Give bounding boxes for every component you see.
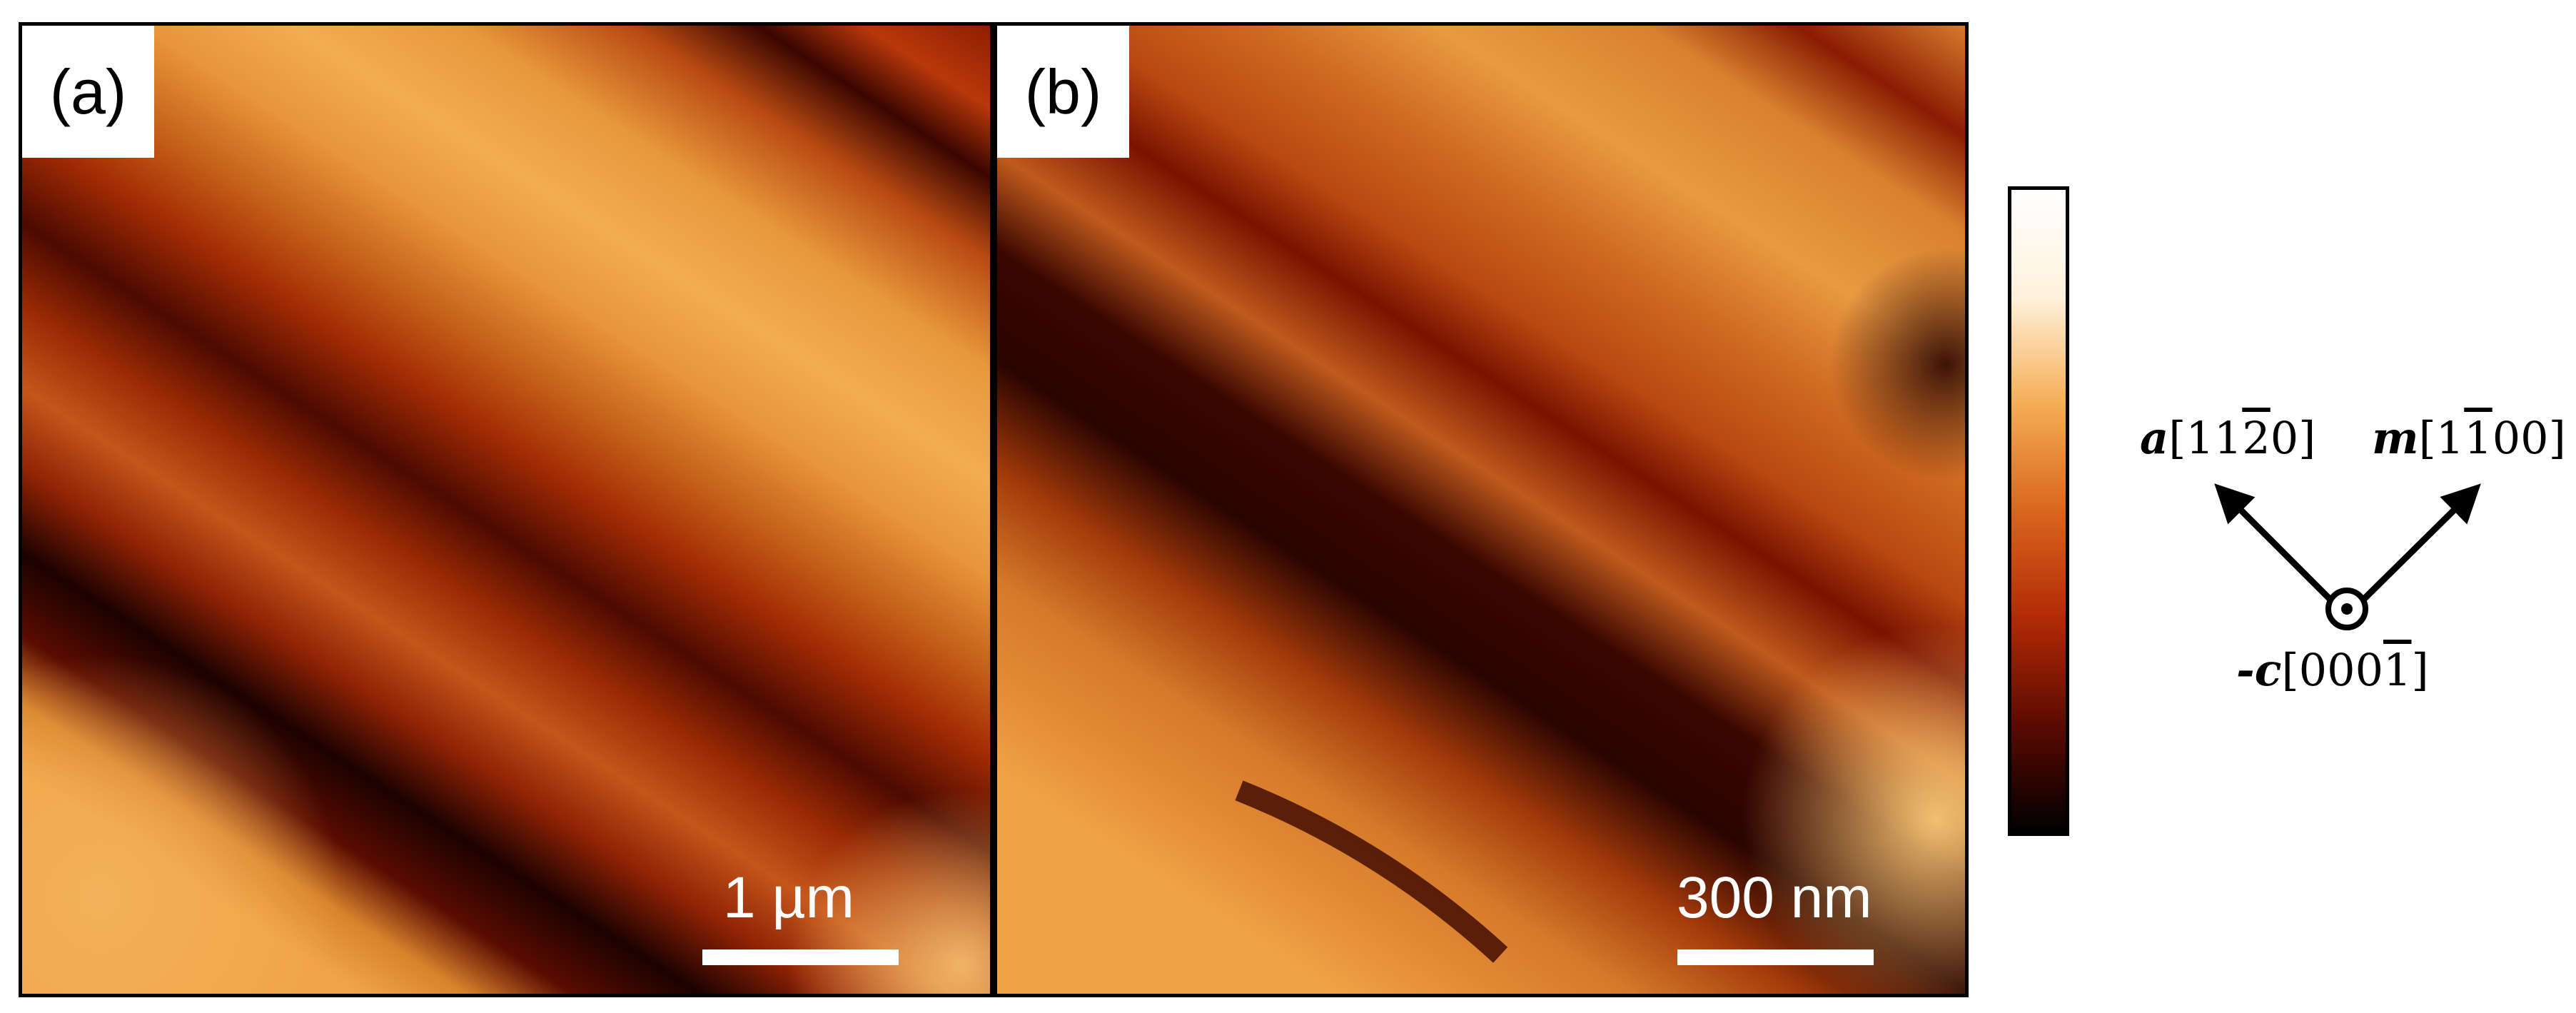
scale-bar-a: [702, 949, 899, 965]
afm-height-map-b: [997, 26, 1965, 994]
afm-image-panel-a: (a) 1 µm: [19, 22, 994, 997]
height-colorbar: [2008, 186, 2069, 836]
panel-label-b: (b): [997, 26, 1129, 158]
out-of-plane-c-dot: [2341, 603, 2353, 615]
afm-image-panel-b: (b) 300 nm: [994, 22, 1969, 997]
afm-height-map-a: [22, 26, 990, 994]
panel-label-a: (a): [22, 26, 154, 158]
arrow-a-direction: [2214, 483, 2334, 603]
axis-label-a: a[1120]: [2140, 412, 2316, 464]
crystal-axes-diagram: [2214, 483, 2481, 630]
axis-label-c: -c[0001]: [2236, 644, 2429, 696]
scale-bar-label-a: 1 µm: [723, 865, 854, 930]
axis-label-m: m[1100]: [2372, 412, 2566, 464]
arrow-m-direction: [2360, 483, 2481, 603]
scale-bar-label-b: 300 nm: [1677, 865, 1872, 930]
scale-bar-b: [1677, 949, 1874, 965]
